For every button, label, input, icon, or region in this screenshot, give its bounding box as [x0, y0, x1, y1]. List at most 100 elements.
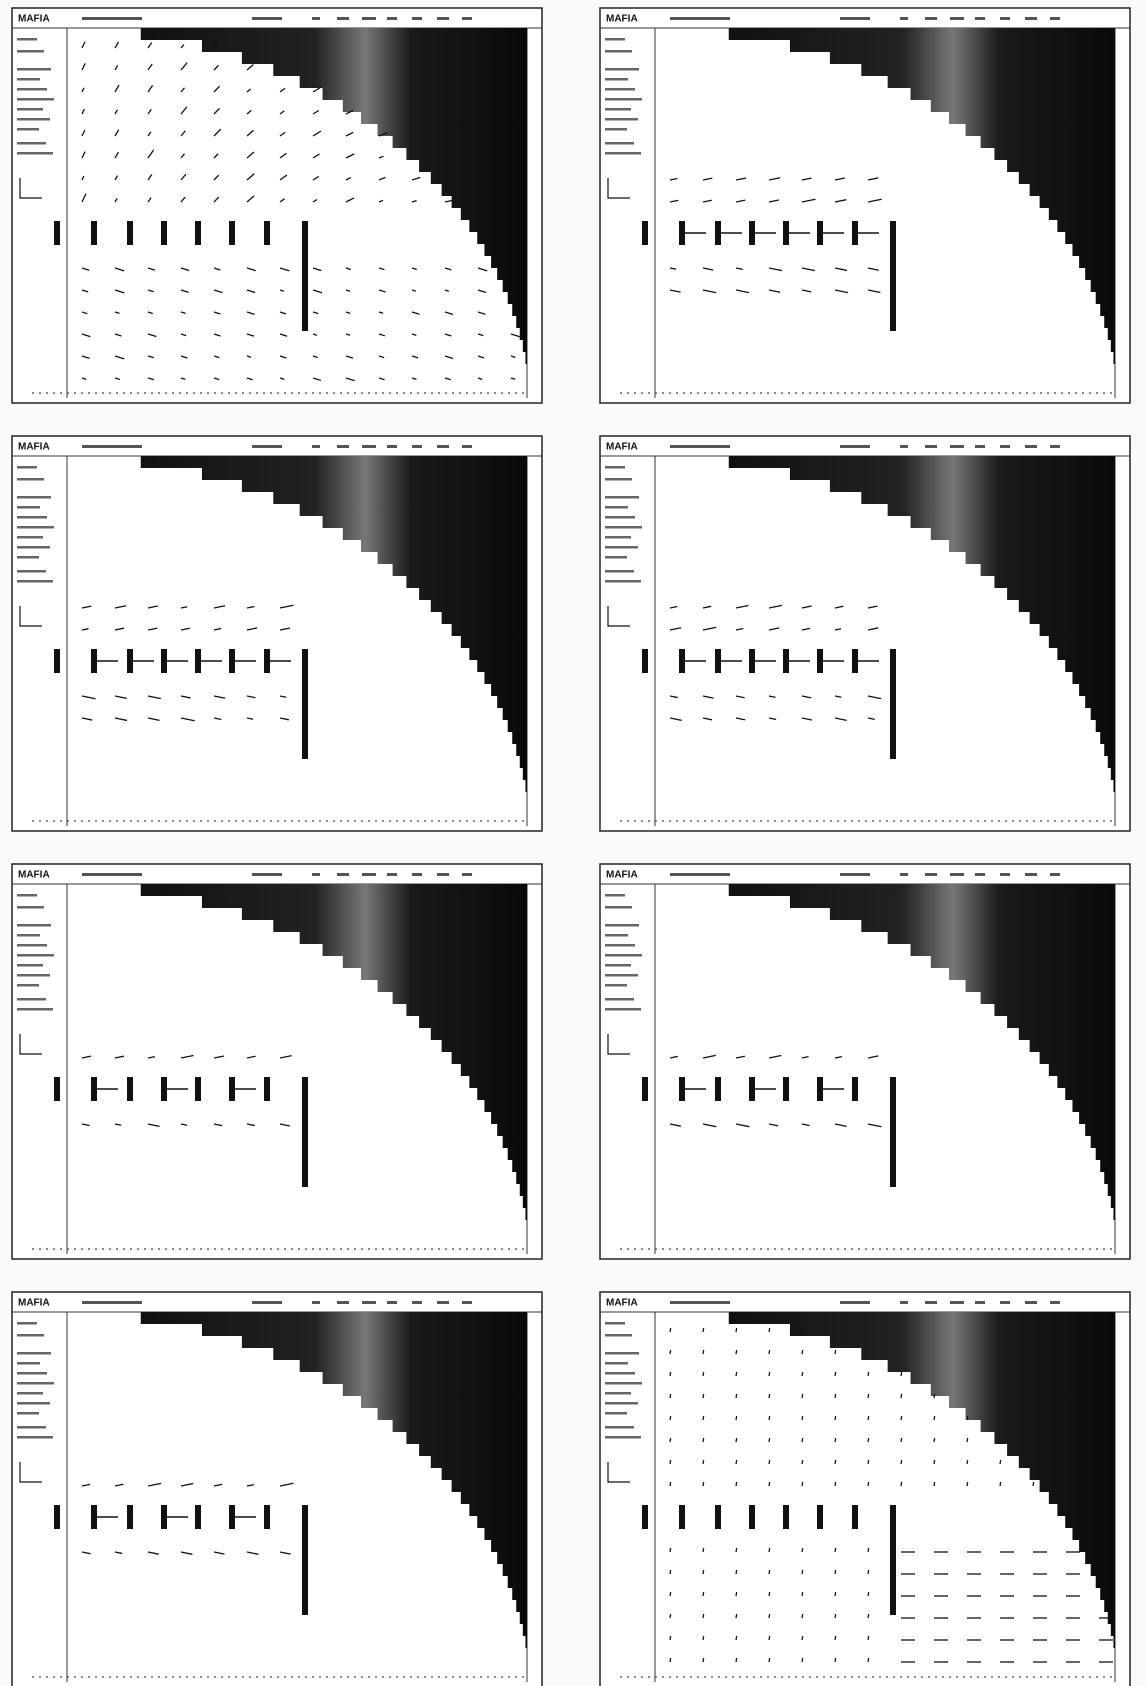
- sidebar-mark: [17, 1392, 43, 1395]
- field-arrow: [801, 605, 812, 609]
- electrode: [54, 221, 60, 245]
- header-mark: [925, 445, 937, 448]
- field-arrow: [213, 605, 226, 609]
- field-arrow: [834, 199, 847, 203]
- field-arrow: [834, 695, 842, 698]
- field-arrow: [246, 355, 252, 358]
- field-arrow: [147, 131, 152, 137]
- field-arrow: [735, 1657, 738, 1663]
- panel-title: MAFIA: [18, 870, 50, 881]
- field-arrow: [702, 1371, 705, 1377]
- electrode: [264, 1077, 270, 1101]
- field-arrow: [444, 199, 452, 203]
- field-arrow: [213, 1123, 223, 1127]
- sidebar-mark: [605, 906, 632, 909]
- field-arrow: [213, 174, 220, 181]
- field-arrow: [213, 1055, 225, 1059]
- field-arrow: [114, 1483, 124, 1487]
- electrode: [817, 1505, 823, 1529]
- field-arrow: [900, 1371, 903, 1377]
- field-arrow: [180, 106, 188, 115]
- sidebar-mark: [605, 998, 634, 1001]
- field-arrow: [669, 1635, 672, 1641]
- field-arrow: [378, 176, 386, 181]
- field-plot-panel: MAFIA: [11, 7, 543, 404]
- field-arrow: [669, 1437, 672, 1443]
- field-arrow: [801, 1349, 804, 1355]
- header-mark: [312, 873, 320, 876]
- field-arrow: [378, 311, 384, 314]
- field-arrow: [768, 289, 781, 293]
- field-arrow: [702, 626, 717, 631]
- sidebar-mark: [17, 536, 43, 539]
- field-arrow: [801, 1569, 804, 1575]
- field-arrow: [834, 628, 842, 631]
- header-mark: [900, 873, 908, 876]
- sidebar-mark: [17, 580, 53, 583]
- header-mark: [950, 873, 964, 876]
- field-arrow: [477, 267, 488, 272]
- electrode: [161, 221, 167, 245]
- field-arrow: [735, 1349, 738, 1355]
- field-arrow: [213, 107, 220, 115]
- field-arrow: [180, 87, 185, 93]
- field-arrow: [669, 1613, 672, 1619]
- field-arrow: [81, 289, 89, 293]
- field-arrow: [180, 173, 187, 181]
- field-arrow: [246, 63, 254, 71]
- header-mark: [362, 873, 376, 876]
- field-arrow: [966, 1459, 969, 1465]
- field-arrow: [81, 63, 86, 71]
- field-arrow: [312, 175, 320, 181]
- sidebar-mark: [605, 536, 631, 539]
- field-arrow: [867, 1437, 870, 1443]
- field-arrow: [867, 1569, 870, 1575]
- electrode: [642, 1505, 648, 1529]
- axis-glyph: [607, 178, 630, 199]
- field-arrow: [834, 1349, 837, 1355]
- field-arrow: [669, 627, 682, 631]
- field-arrow: [345, 289, 351, 292]
- field-arrow: [114, 627, 125, 631]
- field-arrow: [246, 289, 256, 294]
- field-arrow: [279, 717, 290, 721]
- panel-title: MAFIA: [606, 442, 638, 453]
- field-arrow: [702, 199, 712, 203]
- sidebar-mark: [17, 98, 54, 101]
- field-arrow: [900, 1459, 903, 1465]
- field-arrow: [246, 88, 252, 93]
- sidebar-mark: [17, 1426, 46, 1429]
- field-arrow: [999, 1459, 1002, 1465]
- field-arrow: [411, 355, 419, 359]
- field-arrow: [801, 1056, 809, 1059]
- electrode: [642, 649, 648, 673]
- panel-title: MAFIA: [18, 14, 50, 25]
- header-mark: [1050, 873, 1060, 876]
- field-arrow: [702, 717, 713, 721]
- field-arrow: [669, 1415, 672, 1421]
- field-arrow: [867, 1459, 870, 1465]
- field-arrow: [669, 177, 678, 181]
- field-arrow: [279, 267, 290, 272]
- field-arrow: [735, 1055, 746, 1059]
- field-arrow: [1032, 1481, 1035, 1487]
- electrode: [642, 221, 648, 245]
- field-arrow: [966, 1415, 969, 1421]
- sidebar-mark: [605, 984, 627, 987]
- field-arrow: [801, 177, 812, 181]
- field-arrow: [900, 1437, 903, 1443]
- field-arrow: [735, 289, 750, 294]
- field-arrow: [735, 1591, 738, 1597]
- field-arrow: [279, 1055, 292, 1059]
- long-electrode: [890, 649, 896, 759]
- field-arrow: [702, 1437, 705, 1443]
- sidebar-mark: [605, 478, 632, 481]
- field-arrow: [768, 1393, 771, 1399]
- header-mark: [337, 445, 349, 448]
- header-mark: [437, 873, 449, 876]
- header-mark: [412, 17, 422, 20]
- field-arrow: [768, 627, 780, 631]
- header-mark: [950, 17, 964, 20]
- field-arrow: [213, 355, 220, 359]
- sidebar-mark: [605, 964, 631, 967]
